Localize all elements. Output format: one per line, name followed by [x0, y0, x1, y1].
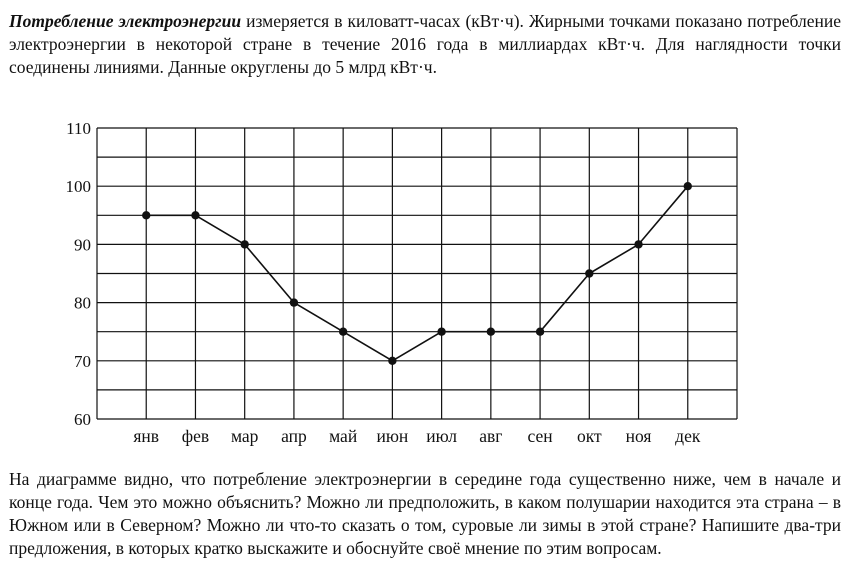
x-tick-label: май: [329, 426, 357, 446]
x-tick-label: апр: [281, 426, 307, 446]
x-tick-label: июн: [376, 426, 408, 446]
chart-grid: [96, 127, 738, 420]
series-line: [146, 185, 689, 362]
x-tick-label: фев: [182, 426, 209, 446]
y-tick-label: 70: [74, 352, 91, 371]
x-tick-label: янв: [133, 426, 159, 446]
intro-text: измеряется в киловатт-часах (кВт·ч). Жир…: [9, 11, 841, 77]
data-point: [585, 269, 594, 278]
data-point: [683, 182, 692, 191]
x-tick-label: сен: [528, 426, 553, 446]
y-tick-label: 110: [66, 119, 91, 138]
y-tick-label: 60: [74, 410, 91, 429]
x-tick-label: дек: [675, 426, 701, 446]
intro-paragraph: Потребление электроэнергии измеряется в …: [9, 10, 841, 79]
y-tick-label: 80: [74, 294, 91, 313]
data-point: [486, 327, 496, 336]
data-point: [240, 240, 249, 249]
intro-term: Потребление электроэнергии: [9, 11, 242, 31]
data-point: [142, 211, 151, 220]
question-paragraph: На диаграмме видно, что потребление элек…: [9, 469, 841, 558]
x-tick-label: ноя: [626, 426, 652, 446]
x-tick-label: окт: [577, 426, 602, 446]
x-tick-label: мар: [231, 426, 259, 446]
data-point: [338, 327, 348, 336]
data-point: [535, 327, 545, 336]
y-tick-label: 100: [66, 177, 92, 196]
data-point: [289, 298, 299, 307]
data-point: [388, 356, 397, 365]
y-axis-ticks: 60 70 80 90 100 110: [66, 119, 92, 429]
series-consumption: [142, 182, 692, 365]
x-tick-label: июл: [426, 426, 457, 446]
x-tick-label: авг: [479, 426, 502, 446]
data-point: [634, 240, 643, 249]
data-point: [437, 327, 446, 336]
y-tick-label: 90: [74, 235, 91, 254]
x-axis-ticks: янв фев мар апр май июн июл авг сен окт ноя дек: [133, 426, 700, 446]
data-point: [191, 211, 200, 220]
